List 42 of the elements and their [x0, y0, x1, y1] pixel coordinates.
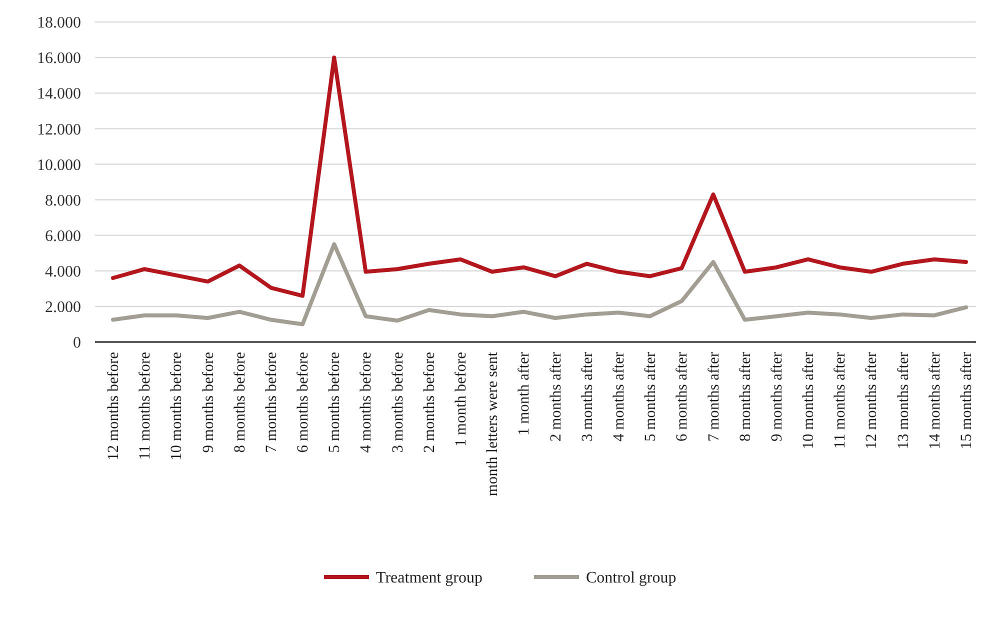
x-tick-label: 10 months after — [800, 351, 818, 450]
x-tick-label: 11 months after — [832, 351, 849, 449]
x-tick-label: 4 months before — [358, 352, 375, 453]
x-tick-label: 10 months before — [168, 352, 186, 460]
y-tick-label: 18.000 — [37, 14, 81, 32]
x-tick-label: 6 months after — [674, 351, 691, 442]
x-tick-label: 9 months after — [768, 351, 786, 442]
x-tick-label: 3 months before — [389, 352, 406, 453]
x-tick-label: 1 month after — [516, 351, 533, 436]
y-tick-label: 14.000 — [37, 86, 81, 103]
x-tick-label: 2 months after — [547, 351, 564, 442]
x-tick-label: 2 months before — [420, 352, 438, 453]
x-tick-label: 8 months before — [231, 352, 248, 453]
line-series — [111, 242, 968, 326]
x-tick-label: 13 months after — [894, 351, 912, 450]
y-tick-label: 4.000 — [45, 263, 81, 280]
line-series — [111, 56, 968, 298]
x-tick-label: 14 months after — [926, 351, 944, 450]
x-tick-label: 6 months before — [294, 352, 312, 453]
x-tick-label: 11 months before — [136, 352, 154, 460]
x-tick-label: 15 months after — [958, 351, 975, 450]
legend-label: Control group — [586, 570, 676, 587]
y-tick-label: 10.000 — [37, 156, 81, 174]
x-tick-label: 4 months after — [610, 351, 628, 442]
legend-label: Treatment group — [376, 570, 483, 587]
x-tick-label: 8 months after — [736, 351, 754, 442]
x-tick-label: 5 months after — [642, 351, 660, 442]
y-tick-label: 12.000 — [37, 121, 81, 138]
x-tick-label: 7 months before — [262, 352, 280, 453]
x-tick-label: 12 months after — [863, 351, 880, 450]
x-tick-label: month letters were sent — [484, 351, 502, 496]
x-tick-label: 9 months before — [200, 352, 217, 453]
x-tick-label: 7 months after — [705, 351, 722, 442]
y-tick-label: 2.000 — [45, 299, 81, 316]
y-tick-label: 6.000 — [45, 228, 81, 245]
x-tick-label: 5 months before — [326, 352, 344, 453]
y-tick-label: 0 — [73, 334, 81, 352]
x-tick-label: 1 month before — [452, 352, 470, 447]
x-tick-label: 3 months after — [578, 351, 596, 442]
y-tick-label: 8.000 — [45, 192, 81, 210]
y-tick-label: 16.000 — [37, 50, 81, 68]
x-tick-label: 12 months before — [105, 352, 122, 460]
